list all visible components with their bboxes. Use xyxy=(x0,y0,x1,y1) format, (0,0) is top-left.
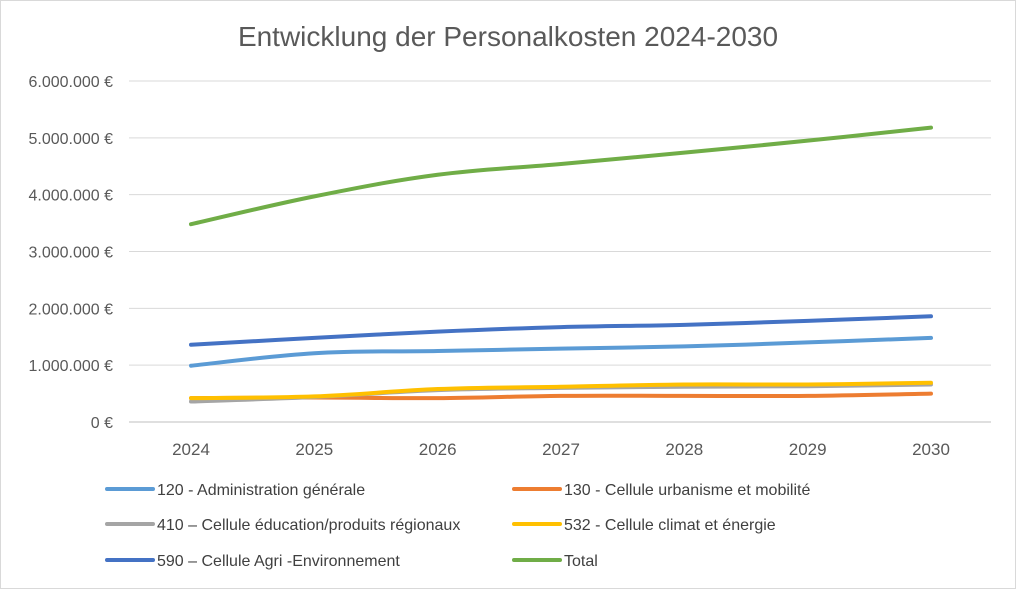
y-tick-label: 4.000.000 € xyxy=(28,188,113,205)
series-line-0 xyxy=(189,335,933,368)
x-axis-ticks: 2024 2025 2026 2027 2028 2029 2030 xyxy=(172,440,950,459)
legend: 120 - Administration générale 130 - Cellu… xyxy=(105,482,810,570)
x-tick-label: 2029 xyxy=(789,440,827,459)
legend-label: 410 – Cellule éducation/produits régiona… xyxy=(157,517,460,534)
y-tick-label: 5.000.000 € xyxy=(28,131,113,148)
legend-label: 120 - Administration générale xyxy=(157,482,365,499)
legend-label: 130 - Cellule urbanisme et mobilité xyxy=(564,482,810,499)
chart-title: Entwicklung der Personalkosten 2024-2030 xyxy=(238,21,778,52)
x-tick-label: 2026 xyxy=(419,440,457,459)
y-tick-label: 6.000.000 € xyxy=(28,74,113,91)
y-tick-label: 1.000.000 € xyxy=(28,358,113,375)
x-tick-label: 2025 xyxy=(295,440,333,459)
y-tick-label: 3.000.000 € xyxy=(28,245,113,262)
series-line-3 xyxy=(189,380,933,401)
series-line-4 xyxy=(189,314,933,347)
x-tick-label: 2024 xyxy=(172,440,210,459)
y-tick-label: 0 € xyxy=(91,415,113,432)
x-tick-label: 2028 xyxy=(665,440,703,459)
legend-label: Total xyxy=(564,553,598,570)
series-lines xyxy=(189,125,933,404)
series-line-5 xyxy=(189,125,933,227)
grid-lines xyxy=(129,80,991,423)
x-tick-label: 2027 xyxy=(542,440,580,459)
legend-label: 590 – Cellule Agri -Environnement xyxy=(157,553,400,570)
legend-label: 532 - Cellule climat et énergie xyxy=(564,517,776,534)
y-tick-label: 2.000.000 € xyxy=(28,301,113,318)
x-tick-label: 2030 xyxy=(912,440,950,459)
y-axis-ticks: 0 € 1.000.000 € 2.000.000 € 3.000.000 € 4.00… xyxy=(28,74,113,432)
